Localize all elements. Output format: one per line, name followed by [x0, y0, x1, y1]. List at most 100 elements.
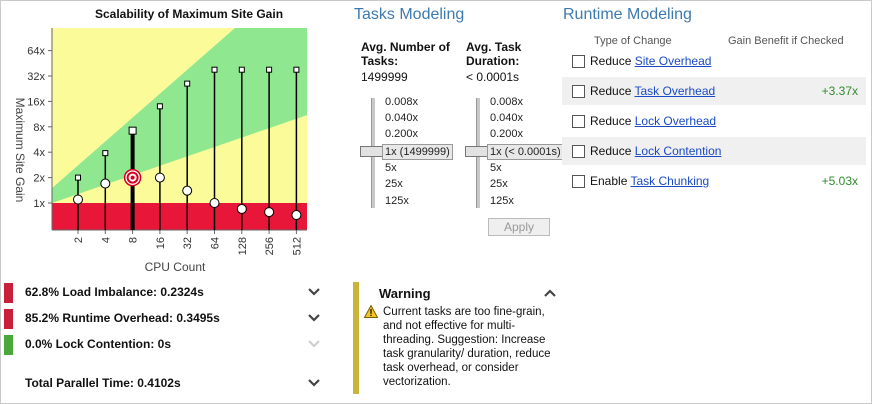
lock-contention-checkbox[interactable] — [572, 145, 585, 158]
task-count-option[interactable]: 25x — [385, 178, 403, 190]
task-count-option[interactable]: 125x — [385, 195, 409, 207]
warning-icon — [364, 305, 378, 318]
metric-label: 85.2% Runtime Overhead: 0.3495s — [25, 311, 220, 325]
runtime-row-lock-contention: Reduce Lock Contention — [562, 137, 866, 165]
task-overhead-link[interactable]: Task Overhead — [634, 84, 716, 98]
metric-color-bar — [4, 335, 13, 355]
task-chunking-gain: +5.03x — [821, 174, 858, 188]
red-zone — [52, 203, 307, 230]
metric-runtime-overhead[interactable]: 85.2% Runtime Overhead: 0.3495s — [4, 308, 334, 330]
metric-total-parallel-time[interactable]: Total Parallel Time: 0.4102s — [4, 373, 334, 395]
metric-load-imbalance[interactable]: 62.8% Load Imbalance: 0.2324s — [4, 282, 334, 304]
metric-lock-contention[interactable]: 0.0% Lock Contention: 0s — [4, 334, 334, 356]
gain-point[interactable] — [154, 172, 165, 183]
task-duration-option[interactable]: 0.040x — [490, 112, 524, 124]
warning-accent-bar — [353, 282, 359, 394]
apply-button[interactable]: Apply — [488, 218, 550, 236]
gain-point[interactable] — [264, 207, 275, 218]
lock-contention-link[interactable]: Lock Contention — [634, 144, 722, 158]
task-duration-option[interactable]: 0.008x — [490, 96, 524, 108]
x-tick-label: 512 — [291, 237, 303, 255]
max-gain-marker[interactable] — [238, 66, 245, 73]
y-tick-label: 16x — [27, 96, 45, 108]
x-axis-label: CPU Count — [145, 260, 206, 274]
gain-point[interactable] — [100, 178, 111, 189]
metric-label: Total Parallel Time: 0.4102s — [25, 376, 181, 390]
task-count-option[interactable]: 0.040x — [385, 112, 419, 124]
x-tick-label: 64 — [210, 237, 222, 249]
gain-point[interactable] — [182, 185, 193, 196]
task-count-option[interactable]: 0.008x — [385, 96, 419, 108]
metric-color-bar — [4, 309, 13, 329]
runtime-modeling-title: Runtime Modeling — [563, 6, 692, 23]
task-duration-option[interactable]: 0.200x — [490, 128, 524, 140]
gain-point[interactable] — [73, 194, 83, 205]
chevron-down-icon[interactable] — [304, 282, 324, 302]
scalability-chart: 1x 2x 4x 8x 16x 32x 64x 2 4 8 16 32 64 128 256 512 CPU C… — [13, 28, 307, 274]
task-chunking-link[interactable]: Task Chunking — [630, 174, 710, 188]
task-count-option[interactable]: 5x — [385, 162, 397, 174]
max-gain-marker[interactable] — [75, 174, 81, 181]
warning-message: Current tasks are too fine-grain, and no… — [383, 306, 551, 388]
row-prefix: Reduce — [590, 54, 632, 68]
task-overhead-gain: +3.37x — [821, 84, 858, 98]
runtime-row-site-overhead: Reduce Site Overhead — [562, 47, 866, 75]
task-count-option[interactable]: 1x (1499999) — [382, 144, 453, 160]
gain-point[interactable] — [209, 198, 220, 208]
x-tick-label: 16 — [155, 237, 167, 249]
site-overhead-link[interactable]: Site Overhead — [634, 54, 712, 68]
selected-point-dot[interactable] — [130, 175, 135, 180]
task-chunking-checkbox[interactable] — [572, 175, 585, 188]
chart-title: Scalability of Maximum Site Gain — [94, 7, 284, 21]
y-tick-label: 32x — [27, 71, 45, 83]
max-gain-marker[interactable] — [102, 150, 109, 157]
tasks-modeling-title: Tasks Modeling — [354, 6, 465, 23]
metric-color-bar — [4, 283, 13, 303]
task-count-option[interactable]: 0.200x — [385, 128, 419, 140]
metric-label: 0.0% Lock Contention: 0s — [25, 337, 172, 351]
gain-point[interactable] — [291, 210, 302, 221]
chevron-down-icon[interactable] — [304, 373, 324, 393]
row-prefix: Reduce — [590, 114, 632, 128]
chevron-up-icon[interactable] — [540, 284, 560, 304]
y-tick-label: 4x — [33, 147, 45, 159]
x-tick-label: 8 — [128, 237, 140, 243]
y-tick-label: 64x — [27, 46, 45, 58]
runtime-row-lock-overhead: Reduce Lock Overhead — [562, 107, 866, 135]
x-tick-label: 4 — [100, 237, 112, 243]
row-prefix: Reduce — [590, 84, 632, 98]
task-overhead-checkbox[interactable] — [572, 85, 585, 98]
lock-overhead-link[interactable]: Lock Overhead — [634, 114, 717, 128]
chevron-down-icon[interactable] — [304, 308, 324, 328]
y-axis-label: Maximum Site Gain — [13, 98, 27, 203]
task-duration-option[interactable]: 5x — [490, 162, 502, 174]
task-duration-slider-thumb[interactable] — [465, 146, 489, 157]
row-prefix: Enable — [590, 174, 628, 188]
lock-overhead-checkbox[interactable] — [572, 115, 585, 128]
avg-tasks-value: 1499999 — [361, 70, 408, 84]
site-overhead-checkbox[interactable] — [572, 55, 585, 68]
task-count-slider-thumb[interactable] — [360, 146, 384, 157]
gain-benefit-header: Gain Benefit if Checked — [728, 35, 844, 47]
max-gain-marker[interactable] — [211, 66, 218, 73]
max-gain-marker[interactable] — [293, 66, 300, 73]
task-duration-option[interactable]: 1x (< 0.0001s) — [487, 144, 564, 160]
warning-title: Warning — [379, 286, 431, 301]
x-tick-label: 2 — [73, 237, 85, 243]
type-of-change-header: Type of Change — [594, 35, 672, 47]
runtime-row-task-overhead: Reduce Task Overhead +3.37x — [562, 77, 866, 105]
max-gain-marker[interactable] — [128, 126, 137, 135]
max-gain-marker[interactable] — [184, 80, 191, 87]
y-tick-label: 8x — [33, 122, 45, 134]
gain-point[interactable] — [236, 203, 247, 214]
max-gain-marker[interactable] — [156, 103, 163, 110]
row-prefix: Reduce — [590, 144, 632, 158]
task-duration-option[interactable]: 125x — [490, 195, 514, 207]
max-gain-marker[interactable] — [266, 66, 273, 73]
chevron-down-icon — [308, 340, 320, 348]
y-tick-label: 1x — [33, 198, 45, 210]
x-tick-label: 128 — [237, 237, 249, 255]
y-tick-label: 2x — [33, 173, 45, 185]
x-tick-label: 256 — [264, 237, 276, 255]
task-duration-option[interactable]: 25x — [490, 178, 508, 190]
